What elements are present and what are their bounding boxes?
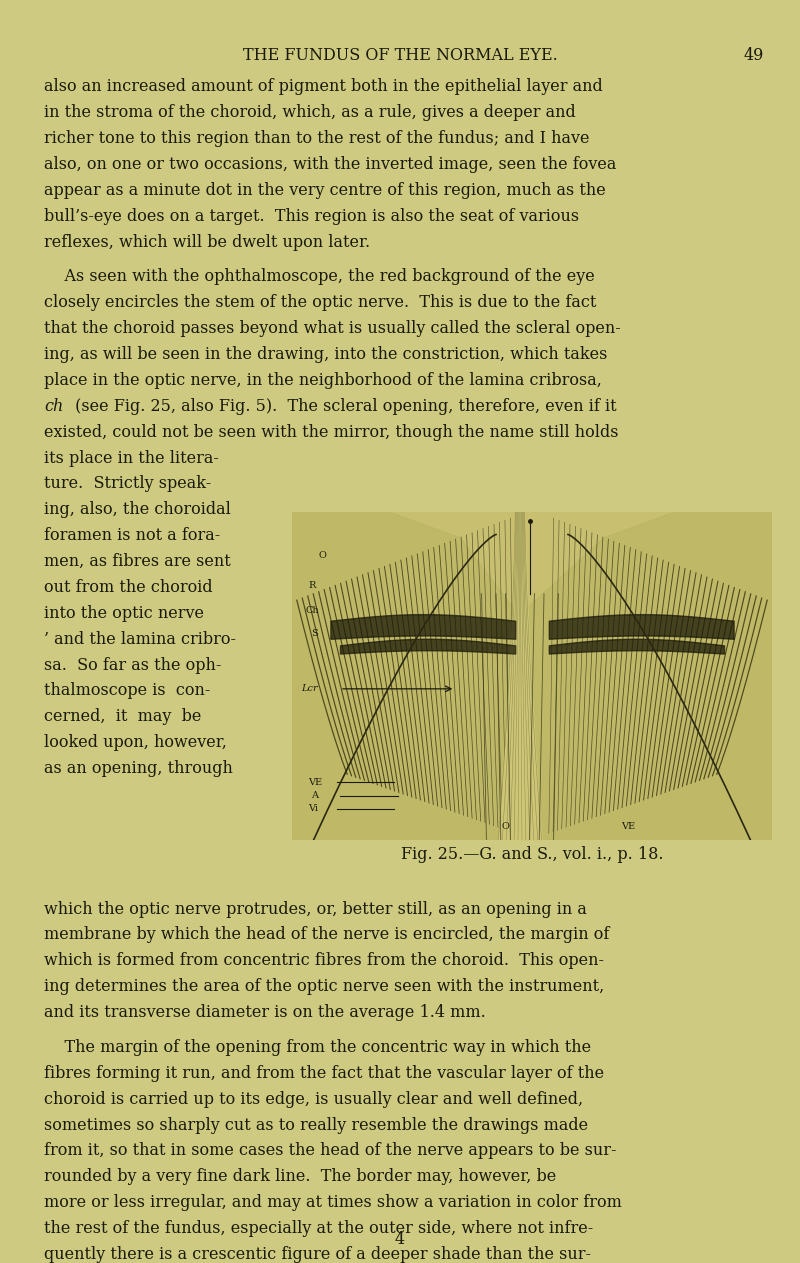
Text: and its transverse diameter is on the average 1.4 mm.: and its transverse diameter is on the av… bbox=[44, 1004, 486, 1021]
Text: in the stroma of the choroid, which, as a rule, gives a deeper and: in the stroma of the choroid, which, as … bbox=[44, 104, 576, 121]
Text: (see Fig. 25, also Fig. 5).  The scleral opening, therefore, even if it: (see Fig. 25, also Fig. 5). The scleral … bbox=[70, 398, 616, 414]
Text: as an opening, through: as an opening, through bbox=[44, 760, 233, 777]
Text: quently there is a crescentic figure of a deeper shade than the sur-: quently there is a crescentic figure of … bbox=[44, 1247, 591, 1263]
Text: which the optic nerve protrudes, or, better still, as an opening in a: which the optic nerve protrudes, or, bet… bbox=[44, 901, 587, 917]
Text: cerned,  it  may  be: cerned, it may be bbox=[44, 709, 202, 725]
Text: closely encircles the stem of the optic nerve.  This is due to the fact: closely encircles the stem of the optic … bbox=[44, 294, 596, 312]
Text: bull’s-eye does on a target.  This region is also the seat of various: bull’s-eye does on a target. This region… bbox=[44, 207, 579, 225]
Text: that the choroid passes beyond what is usually called the scleral open-: that the choroid passes beyond what is u… bbox=[44, 321, 621, 337]
Text: 4: 4 bbox=[395, 1231, 405, 1248]
Text: membrane by which the head of the nerve is encircled, the margin of: membrane by which the head of the nerve … bbox=[44, 926, 610, 943]
Text: out from the choroid: out from the choroid bbox=[44, 578, 213, 596]
Text: richer tone to this region than to the rest of the fundus; and I have: richer tone to this region than to the r… bbox=[44, 130, 590, 147]
Text: sometimes so sharply cut as to really resemble the drawings made: sometimes so sharply cut as to really re… bbox=[44, 1116, 588, 1134]
Text: the rest of the fundus, especially at the outer side, where not infre-: the rest of the fundus, especially at th… bbox=[44, 1220, 594, 1236]
Text: Fig. 25.—G. and S., vol. i., p. 18.: Fig. 25.—G. and S., vol. i., p. 18. bbox=[401, 846, 663, 863]
Text: ture.  Strictly speak-: ture. Strictly speak- bbox=[44, 475, 211, 493]
Text: men, as fibres are sent: men, as fibres are sent bbox=[44, 553, 230, 570]
Text: sa.  So far as the oph-: sa. So far as the oph- bbox=[44, 657, 222, 673]
Text: choroid is carried up to its edge, is usually clear and well defined,: choroid is carried up to its edge, is us… bbox=[44, 1091, 583, 1108]
Text: looked upon, however,: looked upon, however, bbox=[44, 734, 227, 751]
Text: also an increased amount of pigment both in the epithelial layer and: also an increased amount of pigment both… bbox=[44, 78, 602, 95]
Text: more or less irregular, and may at times show a variation in color from: more or less irregular, and may at times… bbox=[44, 1195, 622, 1211]
Text: fibres forming it run, and from the fact that the vascular layer of the: fibres forming it run, and from the fact… bbox=[44, 1065, 604, 1082]
Text: ing, also, the choroidal: ing, also, the choroidal bbox=[44, 501, 231, 518]
Text: The margin of the opening from the concentric way in which the: The margin of the opening from the conce… bbox=[44, 1039, 591, 1056]
Text: THE FUNDUS OF THE NORMAL EYE.: THE FUNDUS OF THE NORMAL EYE. bbox=[242, 47, 558, 63]
Text: existed, could not be seen with the mirror, though the name still holds: existed, could not be seen with the mirr… bbox=[44, 424, 618, 441]
Text: its place in the litera-: its place in the litera- bbox=[44, 450, 219, 466]
Text: reflexes, which will be dwelt upon later.: reflexes, which will be dwelt upon later… bbox=[44, 234, 370, 250]
Text: appear as a minute dot in the very centre of this region, much as the: appear as a minute dot in the very centr… bbox=[44, 182, 606, 198]
Text: thalmoscope is  con-: thalmoscope is con- bbox=[44, 682, 210, 700]
Text: rounded by a very fine dark line.  The border may, however, be: rounded by a very fine dark line. The bo… bbox=[44, 1168, 556, 1185]
Text: As seen with the ophthalmoscope, the red background of the eye: As seen with the ophthalmoscope, the red… bbox=[44, 269, 594, 285]
Text: which is formed from concentric fibres from the choroid.  This open-: which is formed from concentric fibres f… bbox=[44, 952, 604, 969]
Text: place in the optic nerve, in the neighborhood of the lamina cribrosa,: place in the optic nerve, in the neighbo… bbox=[44, 373, 602, 389]
Text: ing determines the area of the optic nerve seen with the instrument,: ing determines the area of the optic ner… bbox=[44, 978, 604, 995]
Text: also, on one or two occasions, with the inverted image, seen the fovea: also, on one or two occasions, with the … bbox=[44, 155, 616, 173]
Text: from it, so that in some cases the head of the nerve appears to be sur-: from it, so that in some cases the head … bbox=[44, 1143, 617, 1159]
Text: ing, as will be seen in the drawing, into the constriction, which takes: ing, as will be seen in the drawing, int… bbox=[44, 346, 607, 362]
Text: foramen is not a fora-: foramen is not a fora- bbox=[44, 527, 220, 544]
Text: ’ and the lamina cribro-: ’ and the lamina cribro- bbox=[44, 630, 236, 648]
Text: 49: 49 bbox=[744, 47, 764, 63]
Text: ch: ch bbox=[44, 398, 63, 414]
Text: into the optic nerve: into the optic nerve bbox=[44, 605, 204, 621]
